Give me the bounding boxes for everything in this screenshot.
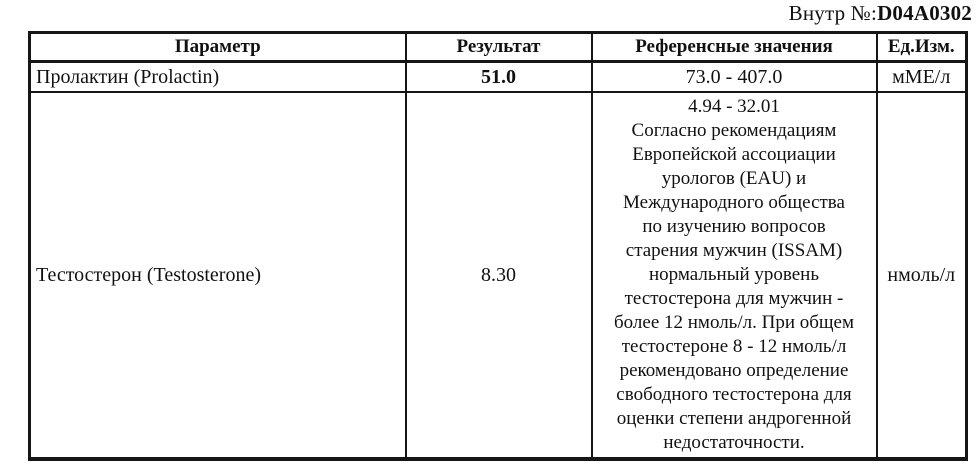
- internal-number-value: D04A0302: [877, 1, 972, 25]
- table-row-prolactin: Пролактин (Prolactin) 51.0 73.0 - 407.0 …: [28, 60, 968, 93]
- prolactin-reference-cell: 73.0 - 407.0: [590, 60, 878, 93]
- testosterone-reference-cell: 4.94 - 32.01 Согласно рекомендациям Евро…: [590, 91, 878, 460]
- testosterone-result-cell: 8.30: [404, 91, 593, 460]
- prolactin-parameter-cell: Пролактин (Prolactin): [28, 60, 407, 93]
- table-row-testosterone: Тестостерон (Testosterone) 8.30 4.94 - 3…: [28, 91, 968, 460]
- prolactin-result-cell: 51.0: [404, 60, 593, 93]
- internal-number-label: Внутр №:: [788, 1, 878, 25]
- header-result: Результат: [404, 31, 593, 63]
- testosterone-parameter-cell: Тестостерон (Testosterone): [28, 91, 407, 460]
- header-unit: Ед.Изм.: [875, 31, 968, 63]
- internal-number: Внутр №:D04A0302: [789, 1, 972, 26]
- table-header-row: Параметр Результат Референсные значения …: [28, 31, 968, 63]
- header-reference: Референсные значения: [590, 31, 878, 63]
- testosterone-unit-cell: нмоль/л: [875, 91, 968, 460]
- header-parameter: Параметр: [28, 31, 407, 63]
- lab-results-table: Параметр Результат Референсные значения …: [28, 31, 968, 461]
- prolactin-unit-cell: мМЕ/л: [875, 60, 968, 93]
